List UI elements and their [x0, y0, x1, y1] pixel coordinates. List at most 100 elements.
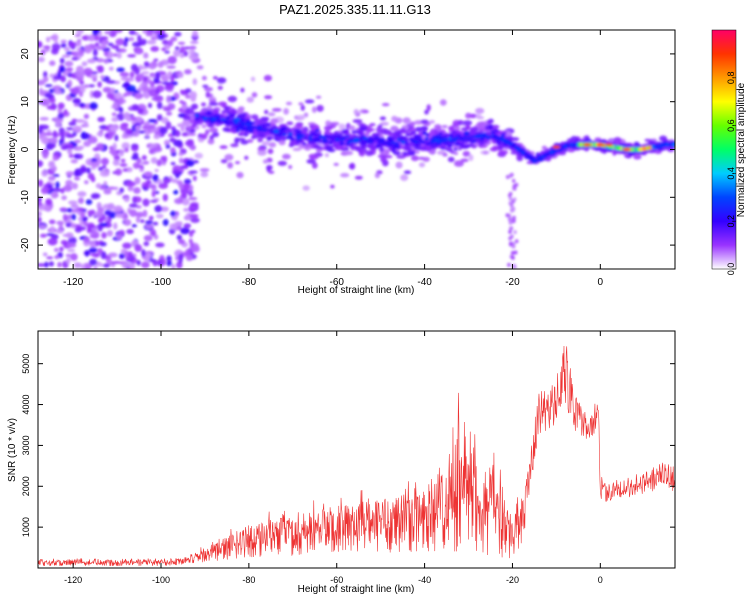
spectrogram-ylabel: Frequency (Hz) — [7, 116, 18, 185]
spectrogram-cell — [65, 253, 72, 257]
spectrogram-y-tick-label: 10 — [20, 96, 31, 108]
spectrogram-cell — [325, 120, 331, 127]
spectrogram-cell — [51, 33, 59, 42]
spectrogram-cell — [99, 170, 110, 177]
spectrogram-cell — [78, 197, 84, 204]
spectrogram-cell — [224, 154, 234, 161]
spectrogram-cell — [93, 265, 98, 269]
spectrogram-cell — [316, 104, 324, 112]
spectrogram-cell — [42, 252, 48, 257]
spectrogram-cell — [52, 174, 60, 177]
spectrogram-cell — [116, 52, 122, 59]
spectrogram-cell — [112, 142, 117, 151]
spectrogram-cell — [60, 187, 65, 194]
spectrogram-cell — [200, 102, 207, 107]
spectrogram-cell — [182, 119, 191, 126]
spectrogram-cell — [512, 215, 516, 220]
spectrogram-cell — [141, 71, 150, 75]
spectrogram-cell — [130, 116, 137, 122]
spectrogram-cell — [150, 157, 158, 164]
colorbar-tick-label: 0.0 — [726, 263, 736, 276]
spectrogram-cell — [184, 69, 192, 75]
spectrogram-cell — [344, 147, 350, 151]
spectrogram-cell — [409, 121, 416, 127]
spectrogram-cell — [134, 66, 140, 75]
spectrogram-cell — [132, 41, 142, 48]
spectrogram-cell — [129, 203, 138, 208]
spectrogram-cell — [122, 168, 128, 172]
spectrogram-cell — [49, 73, 55, 79]
spectrogram-cell — [440, 139, 446, 143]
snr-frame — [37, 330, 676, 569]
snr-panel: -120 -100 -80 -60 -40 -20 0 1000 2000 3000 4000 50… — [7, 330, 676, 595]
spectrogram-cell — [56, 220, 65, 225]
spectrogram-cell — [208, 123, 214, 128]
spectrogram-cell — [81, 61, 88, 67]
spectrogram-cell — [183, 223, 192, 229]
spectrogram-cell — [134, 177, 141, 185]
colorbar-tick-label: 0.4 — [726, 167, 736, 180]
spectrogram-cell — [289, 136, 295, 141]
spectrogram-cell — [38, 216, 42, 223]
spectrogram-cell — [368, 144, 375, 150]
spectrogram-cell — [415, 126, 422, 132]
spectrogram-cell — [49, 137, 58, 145]
spectrogram-cell — [183, 178, 192, 185]
spectrogram-cell — [377, 124, 383, 128]
spectrogram-cell — [76, 38, 82, 43]
spectrogram-cell — [103, 189, 112, 195]
spectrogram-cell — [99, 241, 107, 247]
spectrogram-cell — [259, 133, 266, 139]
spectrogram-cell — [158, 182, 169, 189]
spectrogram-cell — [359, 141, 367, 146]
spectrogram-cell — [53, 247, 59, 252]
spectrogram-cell — [114, 134, 119, 142]
spectrogram-cell — [38, 179, 44, 187]
spectrogram-cell — [160, 75, 167, 81]
spectrogram-cell — [131, 104, 139, 111]
spectrogram-cell — [113, 186, 119, 190]
spectrogram-cell — [38, 56, 45, 63]
spectrogram-cell — [352, 119, 363, 124]
spectrogram-cell — [107, 42, 114, 47]
spectrogram-cell — [133, 90, 140, 94]
spectrogram-cell — [180, 188, 189, 195]
spectrogram-cell — [83, 67, 93, 76]
spectrogram-cell — [64, 60, 74, 67]
spectrogram-cell — [196, 65, 204, 70]
spectrogram-cell — [402, 117, 411, 124]
spectrogram-cell — [80, 132, 90, 140]
spectrogram-cell — [194, 114, 199, 117]
spectrogram-cell — [49, 225, 55, 233]
spectrogram-cell — [170, 147, 176, 154]
spectrogram-cell — [153, 95, 164, 102]
spectrogram-cell — [308, 138, 313, 142]
spectrogram-cell — [508, 201, 513, 206]
spectrogram-cell — [144, 224, 154, 229]
figure-title: PAZ1.2025.335.11.11.G13 — [279, 2, 431, 17]
spectrogram-cell — [324, 153, 330, 158]
spectrogram-cell — [297, 136, 303, 140]
spectrogram-cell — [411, 155, 419, 162]
spectrogram-cell — [163, 155, 168, 163]
spectrogram-cell — [348, 125, 356, 131]
spectrogram-cell — [136, 49, 142, 55]
spectrogram-cell — [166, 65, 176, 69]
spectrogram-cell — [324, 125, 333, 131]
spectrogram-cell — [178, 253, 184, 261]
spectrogram-y-tick-label: -20 — [20, 237, 31, 252]
spectrogram-cell — [192, 30, 199, 37]
spectrogram-cell — [103, 181, 108, 186]
spectrogram-cell — [391, 145, 398, 150]
spectrogram-cell — [55, 181, 60, 189]
spectrogram-cell — [426, 104, 431, 112]
spectrogram-cell — [194, 152, 203, 159]
spectrogram-cell — [321, 138, 329, 144]
spectrogram-cell — [87, 173, 95, 180]
spectrogram-cell — [497, 151, 507, 158]
spectrogram-cell — [380, 137, 385, 142]
spectrogram-cell — [155, 205, 162, 213]
spectrogram-cell — [56, 122, 61, 128]
spectrogram-cell — [366, 128, 374, 132]
